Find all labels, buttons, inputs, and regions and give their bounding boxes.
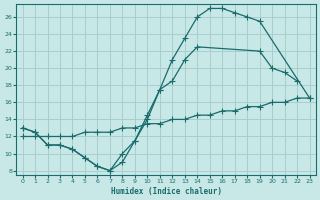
X-axis label: Humidex (Indice chaleur): Humidex (Indice chaleur) [111,187,221,196]
